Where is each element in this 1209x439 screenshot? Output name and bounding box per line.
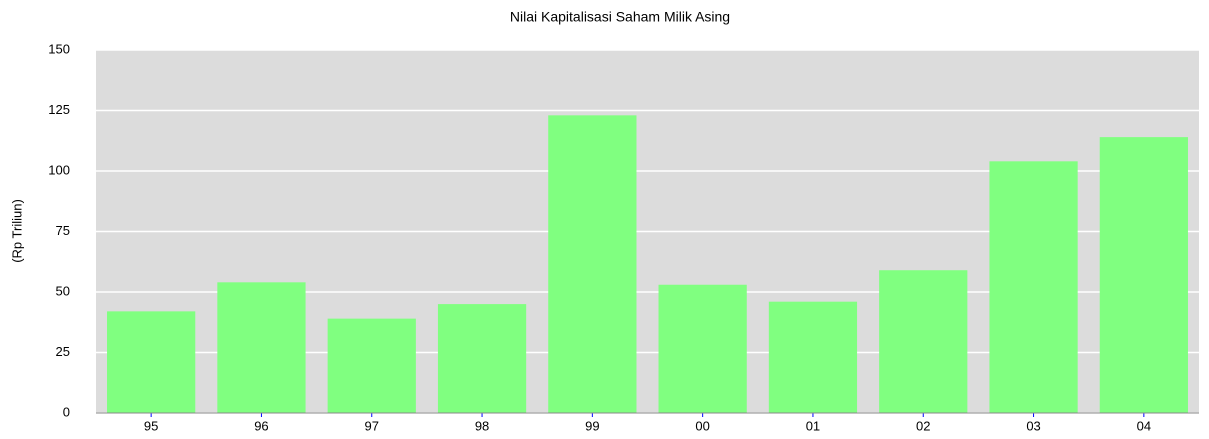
bar [437,304,527,413]
bar [107,311,196,413]
bar [989,161,1078,413]
bar [879,270,968,413]
y-axis-label: (Rp Triliun) [9,199,24,263]
x-tick-label: 00 [695,418,709,433]
bar [1099,137,1188,413]
x-tick-label: 95 [144,418,158,433]
bar [217,282,306,413]
bar [658,284,747,413]
bar [548,115,637,413]
x-tick-label: 03 [1026,418,1040,433]
bar [768,301,858,413]
y-tick-label: 100 [48,162,70,177]
y-tick-label: 150 [48,41,70,56]
x-tick-label: 04 [1137,418,1151,433]
chart-title: Nilai Kapitalisasi Saham Milik Asing [510,9,730,25]
x-tick-label: 97 [365,418,379,433]
y-tick-label: 0 [63,404,70,419]
y-tick-label: 50 [56,283,70,298]
x-tick-label: 01 [806,418,820,433]
bar [327,318,416,413]
x-tick-label: 96 [254,418,268,433]
x-tick-label: 02 [916,418,930,433]
x-tick-label: 98 [475,418,489,433]
x-tick-label: 99 [585,418,599,433]
y-tick-label: 25 [56,344,70,359]
y-tick-label: 75 [56,223,70,238]
y-tick-label: 125 [48,102,70,117]
